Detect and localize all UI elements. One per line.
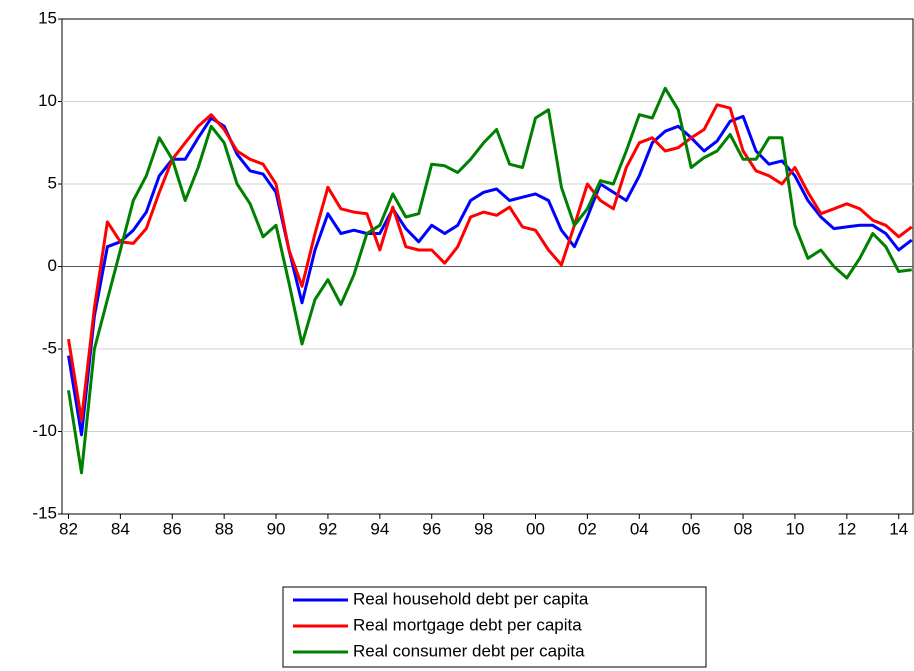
x-tick-label: 10 [785, 519, 804, 538]
legend-label: Real consumer debt per capita [353, 641, 585, 660]
x-tick-label: 82 [59, 519, 78, 538]
legend-label: Real mortgage debt per capita [353, 615, 582, 634]
x-tick-label: 90 [267, 519, 286, 538]
series-line [67, 86, 912, 475]
x-tick-label: 88 [215, 519, 234, 538]
x-tick-label: 92 [318, 519, 337, 538]
x-tick-label: 14 [889, 519, 908, 538]
x-tick-label: 96 [422, 519, 441, 538]
x-tick-label: 98 [474, 519, 493, 538]
x-tick-label: 08 [734, 519, 753, 538]
x-tick-label: 04 [630, 519, 649, 538]
y-tick-label: 10 [38, 91, 57, 110]
x-tick-label: 06 [682, 519, 701, 538]
legend-box [282, 586, 707, 668]
y-tick-label: 15 [38, 8, 57, 27]
x-tick-label: 02 [578, 519, 597, 538]
x-tick-label: 94 [370, 519, 389, 538]
y-tick-label: -5 [42, 338, 57, 357]
series-line [67, 114, 913, 437]
y-tick-label: -10 [32, 421, 57, 440]
y-tick-label: -15 [32, 503, 57, 522]
y-tick-label: 5 [48, 173, 57, 192]
x-tick-label: 00 [526, 519, 545, 538]
legend-label: Real household debt per capita [353, 589, 589, 608]
x-tick-label: 84 [111, 519, 130, 538]
series-line [67, 103, 913, 422]
x-tick-label: 12 [837, 519, 856, 538]
x-tick-label: 86 [163, 519, 182, 538]
y-tick-label: 0 [48, 256, 57, 275]
